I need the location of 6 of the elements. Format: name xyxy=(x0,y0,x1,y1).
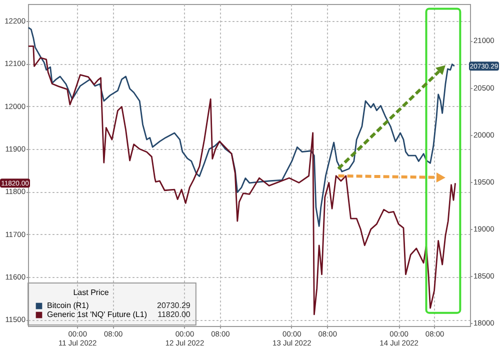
legend-label: Bitcoin (R1) xyxy=(47,301,90,310)
legend-title: Last Price xyxy=(73,288,110,297)
legend-label: Generic 1st 'NQ' Future (L1) xyxy=(47,310,148,319)
annotation: 11820.00 xyxy=(158,310,191,319)
annotation: 20730.29 xyxy=(157,301,191,310)
line-series xyxy=(28,26,456,227)
